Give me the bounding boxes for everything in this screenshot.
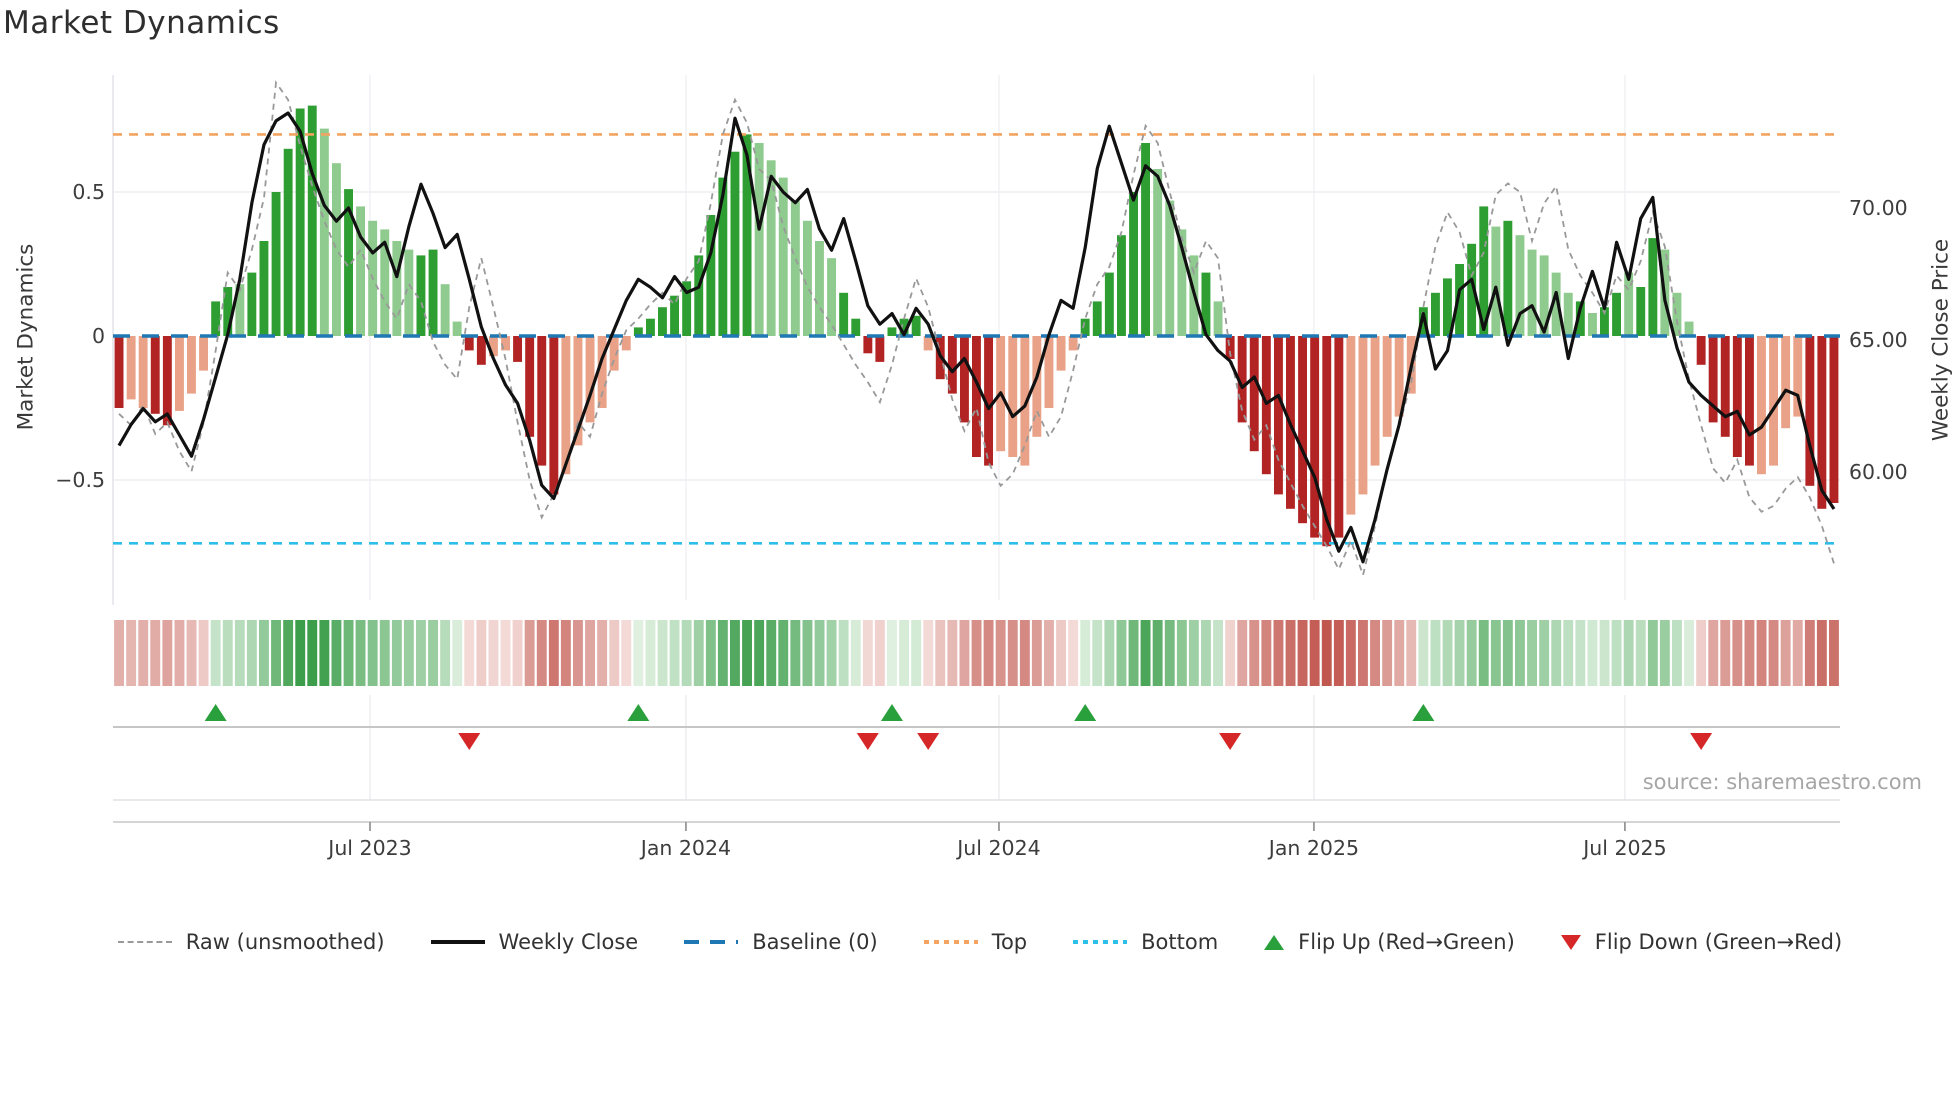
baseline-swatch-icon	[684, 940, 739, 944]
flip-up-marker	[880, 704, 903, 721]
flip-down-markers	[458, 733, 1713, 750]
y-right-tick: 60.00	[1849, 460, 1908, 484]
oscillator-bars	[114, 105, 1839, 547]
flip-down-marker	[1690, 733, 1713, 750]
weekly-swatch-icon	[430, 940, 485, 944]
x-axis-tick-label: Jul 2024	[957, 836, 1041, 860]
y-left-tick: 0.5	[72, 180, 105, 204]
x-axis-tick-label: Jan 2024	[640, 836, 732, 860]
flip-up-markers	[204, 704, 1435, 721]
legend-item-raw: Raw (unsmoothed)	[117, 930, 385, 954]
legend-label: Raw (unsmoothed)	[185, 930, 385, 954]
legend-label: Baseline (0)	[752, 930, 878, 954]
source-annotation: source: sharemaestro.com	[1642, 770, 1922, 794]
raw-swatch-icon	[117, 941, 172, 943]
legend: Raw (unsmoothed) Weekly Close Baseline (0)…	[0, 922, 1960, 962]
flip-up-swatch-icon	[1264, 934, 1285, 950]
flip-down-marker	[1219, 733, 1242, 750]
legend-item-weekly: Weekly Close	[430, 930, 639, 954]
flip-up-marker	[204, 704, 227, 721]
page-title: Market Dynamics	[3, 5, 280, 41]
flip-down-swatch-icon	[1560, 934, 1581, 950]
left-axis-title: Market Dynamics	[13, 243, 39, 431]
legend-label: Flip Up (Red→Green)	[1298, 930, 1515, 954]
legend-item-baseline: Baseline (0)	[684, 930, 878, 954]
x-axis-tickmarks	[369, 822, 1626, 831]
x-axis-tick-label: Jul 2023	[328, 836, 412, 860]
flip-up-marker	[1074, 704, 1097, 721]
raw-line	[118, 80, 1835, 579]
legend-label: Top	[991, 930, 1028, 954]
legend-item-flip-down: Flip Down (Green→Red)	[1560, 930, 1843, 954]
top-swatch-icon	[923, 940, 978, 944]
legend-label: Bottom	[1141, 930, 1219, 954]
legend-item-bottom: Bottom	[1073, 930, 1218, 954]
flip-up-marker	[627, 704, 650, 721]
bottom-swatch-icon	[1073, 940, 1128, 944]
y-right-tick: 65.00	[1849, 328, 1908, 352]
flip-down-marker	[856, 733, 879, 750]
y-right-tick: 70.00	[1849, 196, 1908, 220]
legend-label: Flip Down (Green→Red)	[1594, 930, 1843, 954]
flip-up-marker	[1412, 704, 1435, 721]
y-left-tick: 0	[91, 324, 105, 348]
momentum-heatmap	[114, 620, 1839, 686]
right-axis-title: Weekly Close Price	[1928, 238, 1954, 442]
flip-down-marker	[917, 733, 940, 750]
x-axis-tick-label: Jan 2025	[1268, 836, 1360, 860]
flip-down-marker	[458, 733, 481, 750]
legend-item-top: Top	[923, 930, 1028, 954]
legend-item-flip-up: Flip Up (Red→Green)	[1264, 930, 1515, 954]
y-left-tick: −0.5	[55, 468, 105, 492]
weekly-close-line	[117, 111, 1836, 564]
x-axis-tick-label: Jul 2025	[1583, 836, 1667, 860]
legend-label: Weekly Close	[498, 930, 639, 954]
